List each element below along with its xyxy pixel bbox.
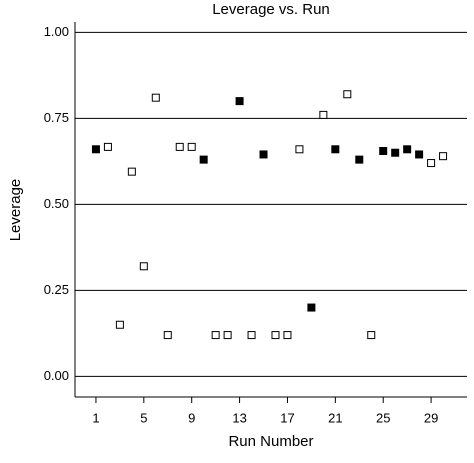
x-axis-label: Run Number [228, 433, 313, 450]
data-point [175, 142, 184, 151]
data-point [223, 331, 232, 340]
data-point [247, 331, 256, 340]
x-tick-label: 13 [232, 410, 246, 425]
data-point [271, 331, 280, 340]
data-point [319, 110, 328, 119]
y-tick-label: 0.50 [44, 196, 69, 211]
chart-title: Leverage vs. Run [212, 1, 330, 18]
x-tick-label: 1 [92, 410, 99, 425]
data-point [199, 155, 208, 164]
data-point [211, 331, 220, 340]
y-axis-label: Leverage [7, 179, 24, 242]
data-point [91, 145, 100, 154]
data-point [355, 155, 364, 164]
data-point [127, 167, 136, 176]
data-point [295, 145, 304, 154]
data-point [163, 331, 172, 340]
x-tick-label: 5 [140, 410, 147, 425]
data-point [427, 159, 436, 168]
y-tick-label: 0.25 [44, 282, 69, 297]
data-point [187, 142, 196, 151]
x-tick-label: 9 [188, 410, 195, 425]
data-point [343, 90, 352, 99]
data-point [139, 262, 148, 271]
data-point [115, 320, 124, 329]
data-point [235, 97, 244, 106]
x-tick-label: 17 [280, 410, 294, 425]
data-point [403, 145, 412, 154]
y-tick-label: 1.00 [44, 24, 69, 39]
x-tick-label: 25 [376, 410, 390, 425]
data-point [439, 152, 448, 161]
data-point [331, 145, 340, 154]
data-point [379, 147, 388, 156]
data-point [151, 93, 160, 102]
data-point [391, 148, 400, 157]
data-point [307, 303, 316, 312]
data-point [283, 331, 292, 340]
data-point [103, 142, 112, 151]
x-tick-label: 21 [328, 410, 342, 425]
data-point [367, 331, 376, 340]
data-point [259, 150, 268, 159]
y-tick-label: 0.00 [44, 368, 69, 383]
y-tick-label: 0.75 [44, 110, 69, 125]
x-tick-label: 29 [424, 410, 438, 425]
data-point [415, 150, 424, 159]
